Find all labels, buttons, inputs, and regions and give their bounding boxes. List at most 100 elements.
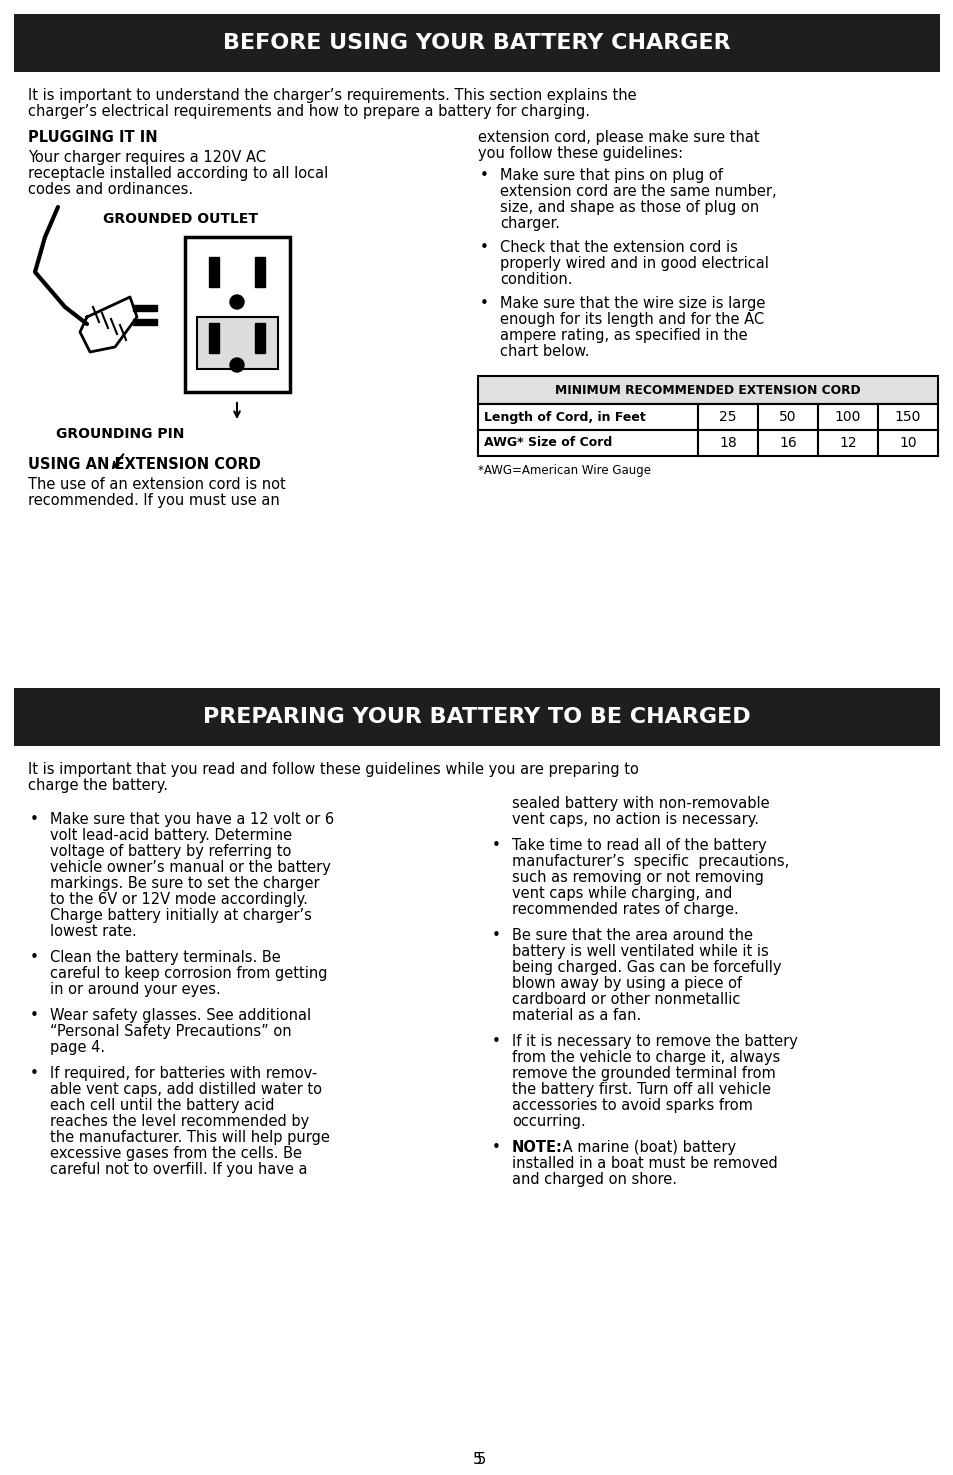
- Text: installed in a boat must be removed: installed in a boat must be removed: [512, 1156, 777, 1171]
- Bar: [477, 376, 937, 404]
- Text: careful to keep corrosion from getting: careful to keep corrosion from getting: [50, 966, 327, 981]
- Bar: [254, 323, 265, 353]
- Text: excessive gases from the cells. Be: excessive gases from the cells. Be: [50, 1146, 302, 1161]
- Text: •: •: [492, 928, 500, 943]
- Text: It is important to understand the charger’s requirements. This section explains : It is important to understand the charge…: [28, 88, 636, 103]
- Text: •: •: [30, 813, 39, 827]
- Bar: [254, 257, 265, 288]
- Bar: [758, 404, 817, 431]
- Bar: [698, 404, 758, 431]
- Text: receptacle installed according to all local: receptacle installed according to all lo…: [28, 167, 328, 181]
- Text: PLUGGING IT IN: PLUGGING IT IN: [28, 130, 157, 145]
- Text: Clean the battery terminals. Be: Clean the battery terminals. Be: [50, 950, 280, 965]
- Text: condition.: condition.: [499, 271, 572, 288]
- Text: charge the battery.: charge the battery.: [28, 777, 168, 794]
- Circle shape: [230, 295, 244, 308]
- Text: properly wired and in good electrical: properly wired and in good electrical: [499, 257, 768, 271]
- Text: •: •: [479, 240, 488, 255]
- Text: Wear safety glasses. See additional: Wear safety glasses. See additional: [50, 1007, 311, 1024]
- Text: 5: 5: [472, 1451, 481, 1468]
- Text: markings. Be sure to set the charger: markings. Be sure to set the charger: [50, 876, 319, 891]
- Text: careful not to overfill. If you have a: careful not to overfill. If you have a: [50, 1162, 307, 1177]
- Text: BEFORE USING YOUR BATTERY CHARGER: BEFORE USING YOUR BATTERY CHARGER: [223, 32, 730, 53]
- Text: If required, for batteries with remov-: If required, for batteries with remov-: [50, 1066, 317, 1081]
- Text: in or around your eyes.: in or around your eyes.: [50, 982, 220, 997]
- Text: Charge battery initially at charger’s: Charge battery initially at charger’s: [50, 909, 312, 923]
- Text: lowest rate.: lowest rate.: [50, 923, 136, 940]
- Text: •: •: [492, 1140, 500, 1155]
- Bar: [477, 431, 698, 456]
- Text: *AWG=American Wire Gauge: *AWG=American Wire Gauge: [477, 465, 650, 476]
- Text: remove the grounded terminal from: remove the grounded terminal from: [512, 1066, 775, 1081]
- Text: size, and shape as those of plug on: size, and shape as those of plug on: [499, 201, 759, 215]
- Text: 50: 50: [779, 410, 796, 423]
- Bar: [698, 431, 758, 456]
- Text: reaches the level recommended by: reaches the level recommended by: [50, 1114, 309, 1128]
- Text: PREPARING YOUR BATTERY TO BE CHARGED: PREPARING YOUR BATTERY TO BE CHARGED: [203, 707, 750, 727]
- Text: and charged on shore.: and charged on shore.: [512, 1173, 677, 1187]
- Text: Check that the extension cord is: Check that the extension cord is: [499, 240, 737, 255]
- Text: vent caps while charging, and: vent caps while charging, and: [512, 886, 732, 901]
- Text: GROUNDED OUTLET: GROUNDED OUTLET: [103, 212, 257, 226]
- Text: It is important that you read and follow these guidelines while you are preparin: It is important that you read and follow…: [28, 763, 639, 777]
- Text: accessories to avoid sparks from: accessories to avoid sparks from: [512, 1097, 752, 1114]
- Polygon shape: [80, 296, 137, 353]
- Bar: [877, 404, 937, 431]
- Text: 5: 5: [476, 1451, 486, 1468]
- Text: chart below.: chart below.: [499, 344, 589, 358]
- Text: •: •: [30, 950, 39, 965]
- Text: vent caps, no action is necessary.: vent caps, no action is necessary.: [512, 813, 759, 827]
- Text: •: •: [30, 1007, 39, 1024]
- Bar: [209, 323, 219, 353]
- Text: you follow these guidelines:: you follow these guidelines:: [477, 146, 682, 161]
- Text: •: •: [479, 168, 488, 183]
- Text: USING AN EXTENSION CORD: USING AN EXTENSION CORD: [28, 457, 260, 472]
- Text: manufacturer’s  specific  precautions,: manufacturer’s specific precautions,: [512, 854, 788, 869]
- Text: each cell until the battery acid: each cell until the battery acid: [50, 1097, 274, 1114]
- Text: occurring.: occurring.: [512, 1114, 585, 1128]
- Text: •: •: [492, 1034, 500, 1049]
- Text: being charged. Gas can be forcefully: being charged. Gas can be forcefully: [512, 960, 781, 975]
- Text: “Personal Safety Precautions” on: “Personal Safety Precautions” on: [50, 1024, 292, 1038]
- Bar: [185, 237, 290, 392]
- Text: recommended. If you must use an: recommended. If you must use an: [28, 493, 279, 507]
- Text: NOTE:: NOTE:: [512, 1140, 562, 1155]
- Text: Make sure that pins on plug of: Make sure that pins on plug of: [499, 168, 722, 183]
- Bar: [196, 317, 277, 369]
- Text: ampere rating, as specified in the: ampere rating, as specified in the: [499, 327, 747, 344]
- Text: charger.: charger.: [499, 215, 559, 232]
- Text: cardboard or other nonmetallic: cardboard or other nonmetallic: [512, 993, 740, 1007]
- Text: blown away by using a piece of: blown away by using a piece of: [512, 976, 741, 991]
- Circle shape: [230, 358, 244, 372]
- Text: codes and ordinances.: codes and ordinances.: [28, 181, 193, 198]
- Text: page 4.: page 4.: [50, 1040, 105, 1055]
- Text: Your charger requires a 120V AC: Your charger requires a 120V AC: [28, 150, 266, 165]
- Text: •: •: [492, 838, 500, 853]
- Bar: [877, 431, 937, 456]
- Text: voltage of battery by referring to: voltage of battery by referring to: [50, 844, 291, 858]
- Text: •: •: [479, 296, 488, 311]
- Text: 25: 25: [719, 410, 736, 423]
- Text: charger’s electrical requirements and how to prepare a battery for charging.: charger’s electrical requirements and ho…: [28, 105, 589, 119]
- Text: The use of an extension cord is not: The use of an extension cord is not: [28, 476, 286, 493]
- Text: 16: 16: [779, 437, 796, 450]
- Polygon shape: [132, 305, 157, 311]
- Text: recommended rates of charge.: recommended rates of charge.: [512, 903, 738, 917]
- Text: 18: 18: [719, 437, 736, 450]
- Text: If it is necessary to remove the battery: If it is necessary to remove the battery: [512, 1034, 797, 1049]
- Bar: [209, 257, 219, 288]
- Text: A marine (boat) battery: A marine (boat) battery: [558, 1140, 736, 1155]
- Text: battery is well ventilated while it is: battery is well ventilated while it is: [512, 944, 768, 959]
- Text: volt lead-acid battery. Determine: volt lead-acid battery. Determine: [50, 827, 292, 844]
- Text: enough for its length and for the AC: enough for its length and for the AC: [499, 313, 763, 327]
- Text: GROUNDING PIN: GROUNDING PIN: [56, 426, 184, 441]
- Text: the manufacturer. This will help purge: the manufacturer. This will help purge: [50, 1130, 330, 1145]
- Text: from the vehicle to charge it, always: from the vehicle to charge it, always: [512, 1050, 780, 1065]
- Text: to the 6V or 12V mode accordingly.: to the 6V or 12V mode accordingly.: [50, 892, 308, 907]
- Text: 100: 100: [834, 410, 861, 423]
- Text: material as a fan.: material as a fan.: [512, 1007, 640, 1024]
- Text: 10: 10: [899, 437, 916, 450]
- Polygon shape: [132, 319, 157, 324]
- Bar: [758, 431, 817, 456]
- Text: 12: 12: [839, 437, 856, 450]
